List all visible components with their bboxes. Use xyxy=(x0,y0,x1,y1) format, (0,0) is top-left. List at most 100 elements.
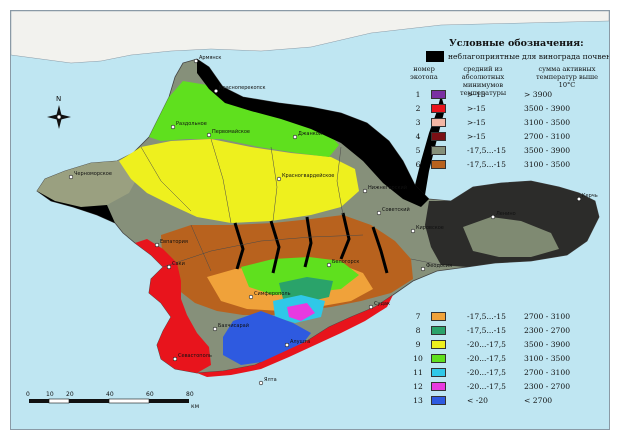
legend-zone-active-sum: 2300 - 2700 xyxy=(524,326,571,335)
kerch-steppe xyxy=(463,217,559,257)
legend-zone-swatch xyxy=(431,90,446,99)
legend-zone-number: 2 xyxy=(415,104,421,113)
city-marker-icon xyxy=(326,262,332,268)
legend-zone-min-temp: -17,5...-15 xyxy=(467,146,506,155)
legend-zone-swatch xyxy=(431,160,446,169)
zone-5-west xyxy=(37,153,141,207)
city-label: Севастополь xyxy=(178,353,212,359)
city-marker-icon xyxy=(410,228,416,234)
legend-zone-number: 5 xyxy=(415,146,421,155)
legend-zone-swatch xyxy=(431,354,446,363)
legend-zone-min-temp: -17,5...-15 xyxy=(467,160,506,169)
legend-zone-number: 3 xyxy=(415,118,421,127)
legend-unfavorable-label: неблагоприятные для винограда почвенные … xyxy=(448,52,609,61)
legend-zone-number: 7 xyxy=(415,312,421,321)
city-label: Красноперекопск xyxy=(219,85,266,91)
legend-zone-number: 9 xyxy=(415,340,421,349)
legend-zone-active-sum: 2300 - 2700 xyxy=(524,382,571,391)
compass-rose-icon xyxy=(47,105,71,129)
city-label: Первомайское xyxy=(212,128,250,135)
legend-zone-number: 10 xyxy=(413,354,423,363)
city-marker-icon xyxy=(154,242,160,248)
legend-zone-swatch xyxy=(431,104,446,113)
city-marker-icon xyxy=(576,196,582,202)
legend-zone-swatch xyxy=(431,382,446,391)
legend-zone-min-temp: -20...-17,5 xyxy=(467,382,506,391)
city-label: Феодосия xyxy=(426,263,452,269)
legend-zone-active-sum: < 2700 xyxy=(524,396,553,405)
city-marker-icon xyxy=(376,210,382,216)
zone-8-foothills xyxy=(279,277,333,303)
scale-tick-label: 0 xyxy=(26,391,30,398)
city-label: Советский xyxy=(382,206,410,213)
legend-title: Условные обозначения: xyxy=(449,38,584,49)
city-marker-icon xyxy=(258,380,264,386)
zone-12-mountains xyxy=(287,303,315,321)
city-marker-icon xyxy=(248,294,254,300)
legend-zone-min-temp: < -20 xyxy=(467,396,489,405)
city-marker-icon xyxy=(193,58,199,64)
legend-header-active-sum: сумма активных температур выше 10°С xyxy=(536,65,598,89)
city-marker-icon xyxy=(292,134,298,140)
city-marker-icon xyxy=(68,174,74,180)
legend-zone-min-temp: -17,5...-15 xyxy=(467,326,506,335)
city-label: Евпатория xyxy=(160,239,188,245)
legend-zone-swatch xyxy=(431,132,446,141)
legend-zone-number: 6 xyxy=(415,160,421,169)
legend-zone-min-temp: >-15 xyxy=(467,118,486,127)
legend-zone-min-temp: >-15 xyxy=(467,132,486,141)
legend-zone-number: 11 xyxy=(413,368,423,377)
city-marker-icon xyxy=(166,264,172,270)
city-label: Керчь xyxy=(582,193,598,199)
legend-zone-swatch xyxy=(431,146,446,155)
legend-zone-min-temp: -20...-17,5 xyxy=(467,368,506,377)
city-label: Армянск xyxy=(199,55,221,61)
zone-10-north xyxy=(149,81,339,157)
map-frame: N Армянск Красноперекопск Раздольное Первом… xyxy=(10,10,610,430)
mainland-land xyxy=(11,11,609,64)
city-label: Ленино xyxy=(496,211,516,217)
legend-zone-swatch xyxy=(431,396,446,405)
legend-zone-active-sum: 3100 - 3500 xyxy=(524,160,571,169)
legend-header-min-temp: средний из абсолютных минимумов температ… xyxy=(459,65,507,97)
city-marker-icon xyxy=(213,88,219,94)
legend-zone-min-temp: >-15 xyxy=(467,90,486,99)
city-marker-icon xyxy=(206,132,212,138)
legend-zone-swatch xyxy=(431,312,446,321)
city-marker-icon xyxy=(420,266,426,272)
black-west xyxy=(37,191,115,223)
black-sivash xyxy=(197,59,429,207)
city-marker-icon xyxy=(172,356,178,362)
city-label: Черноморское xyxy=(74,171,112,177)
crimea-map: N Армянск Красноперекопск Раздольное Первом… xyxy=(11,11,609,404)
city-label: Нижнегорский xyxy=(368,184,407,191)
city-label: Джанкой xyxy=(298,130,322,137)
legend-zone-number: 8 xyxy=(415,326,421,335)
legend-zone-active-sum: > 3900 xyxy=(524,90,553,99)
legend-unfavorable-swatch xyxy=(426,51,444,62)
scale-tick-label: 10 xyxy=(46,391,54,398)
legend-zone-active-sum: 2700 - 3100 xyxy=(524,368,571,377)
zone-9-north xyxy=(119,139,359,223)
legend-zone-min-temp: -20...-17,5 xyxy=(467,354,506,363)
zone-2-west-coast xyxy=(135,239,211,373)
scale-tick-label: 80 xyxy=(186,391,194,398)
compass-north-label: N xyxy=(56,95,61,103)
city-marker-icon xyxy=(212,326,218,332)
legend-zone-active-sum: 3100 - 3500 xyxy=(524,118,571,127)
legend-zone-min-temp: >-15 xyxy=(467,104,486,113)
legend-zone-swatch xyxy=(431,368,446,377)
legend-zone-active-sum: 2700 - 3100 xyxy=(524,312,571,321)
city-label: Судак xyxy=(374,301,390,307)
legend-header-zone: номер экотопа xyxy=(410,65,438,81)
city-label: Саки xyxy=(172,261,185,267)
legend-zone-active-sum: 2700 - 3100 xyxy=(524,132,571,141)
legend-zone-swatch xyxy=(431,118,446,127)
city-label: Алушта xyxy=(290,339,310,345)
legend-zone-min-temp: -20...-17,5 xyxy=(467,340,506,349)
legend-zone-number: 1 xyxy=(415,90,421,99)
scale-tick-label: 60 xyxy=(146,391,154,398)
city-label: Бахчисарай xyxy=(218,322,249,329)
city-label: Красногвардейское xyxy=(282,172,334,179)
legend-zone-active-sum: 3500 - 3900 xyxy=(524,340,571,349)
